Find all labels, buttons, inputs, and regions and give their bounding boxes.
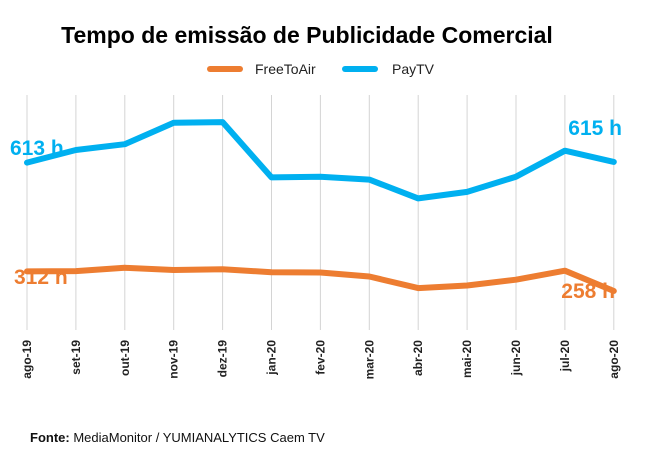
x-tick-label: set-19 bbox=[69, 340, 83, 375]
data-label-freetoair: 312 h bbox=[14, 266, 68, 289]
x-tick-label: abr-20 bbox=[411, 340, 425, 376]
x-tick-label: ago-20 bbox=[607, 340, 621, 379]
x-tick-label: nov-19 bbox=[167, 340, 181, 379]
x-tick-label: jul-20 bbox=[558, 340, 572, 373]
legend-label-freetoair: FreeToAir bbox=[255, 61, 316, 77]
legend-label-paytv: PayTV bbox=[392, 61, 435, 77]
source-label: Fonte: bbox=[30, 430, 70, 445]
x-tick-label: mar-20 bbox=[362, 340, 376, 380]
source-text: MediaMonitor / YUMIANALYTICS Caem TV bbox=[73, 430, 325, 445]
x-tick-label: out-19 bbox=[118, 340, 132, 376]
gridlines bbox=[26, 95, 615, 330]
x-tick-label: jan-20 bbox=[265, 340, 279, 376]
x-tick-label: mai-20 bbox=[460, 340, 474, 378]
x-tick-label: jun-20 bbox=[509, 340, 523, 377]
data-labels: 312 h 258 h 613 h 615 h bbox=[10, 117, 622, 303]
data-label-paytv: 613 h bbox=[10, 137, 64, 160]
chart-title: Tempo de emissão de Publicidade Comercia… bbox=[61, 22, 553, 48]
x-axis-tick-labels: ago-19 set-19 out-19 nov-19 dez-19 jan-20 fev-… bbox=[20, 340, 621, 380]
x-tick-label: ago-19 bbox=[20, 340, 34, 379]
x-tick-label: dez-19 bbox=[216, 340, 230, 378]
series-lines bbox=[24, 119, 617, 294]
data-label-freetoair: 258 h bbox=[561, 280, 615, 303]
data-label-paytv: 615 h bbox=[568, 117, 622, 140]
source-note: Fonte: MediaMonitor / YUMIANALYTICS Caem… bbox=[30, 430, 325, 445]
legend: FreeToAir PayTV bbox=[207, 61, 435, 77]
x-tick-label: fev-20 bbox=[313, 340, 327, 375]
